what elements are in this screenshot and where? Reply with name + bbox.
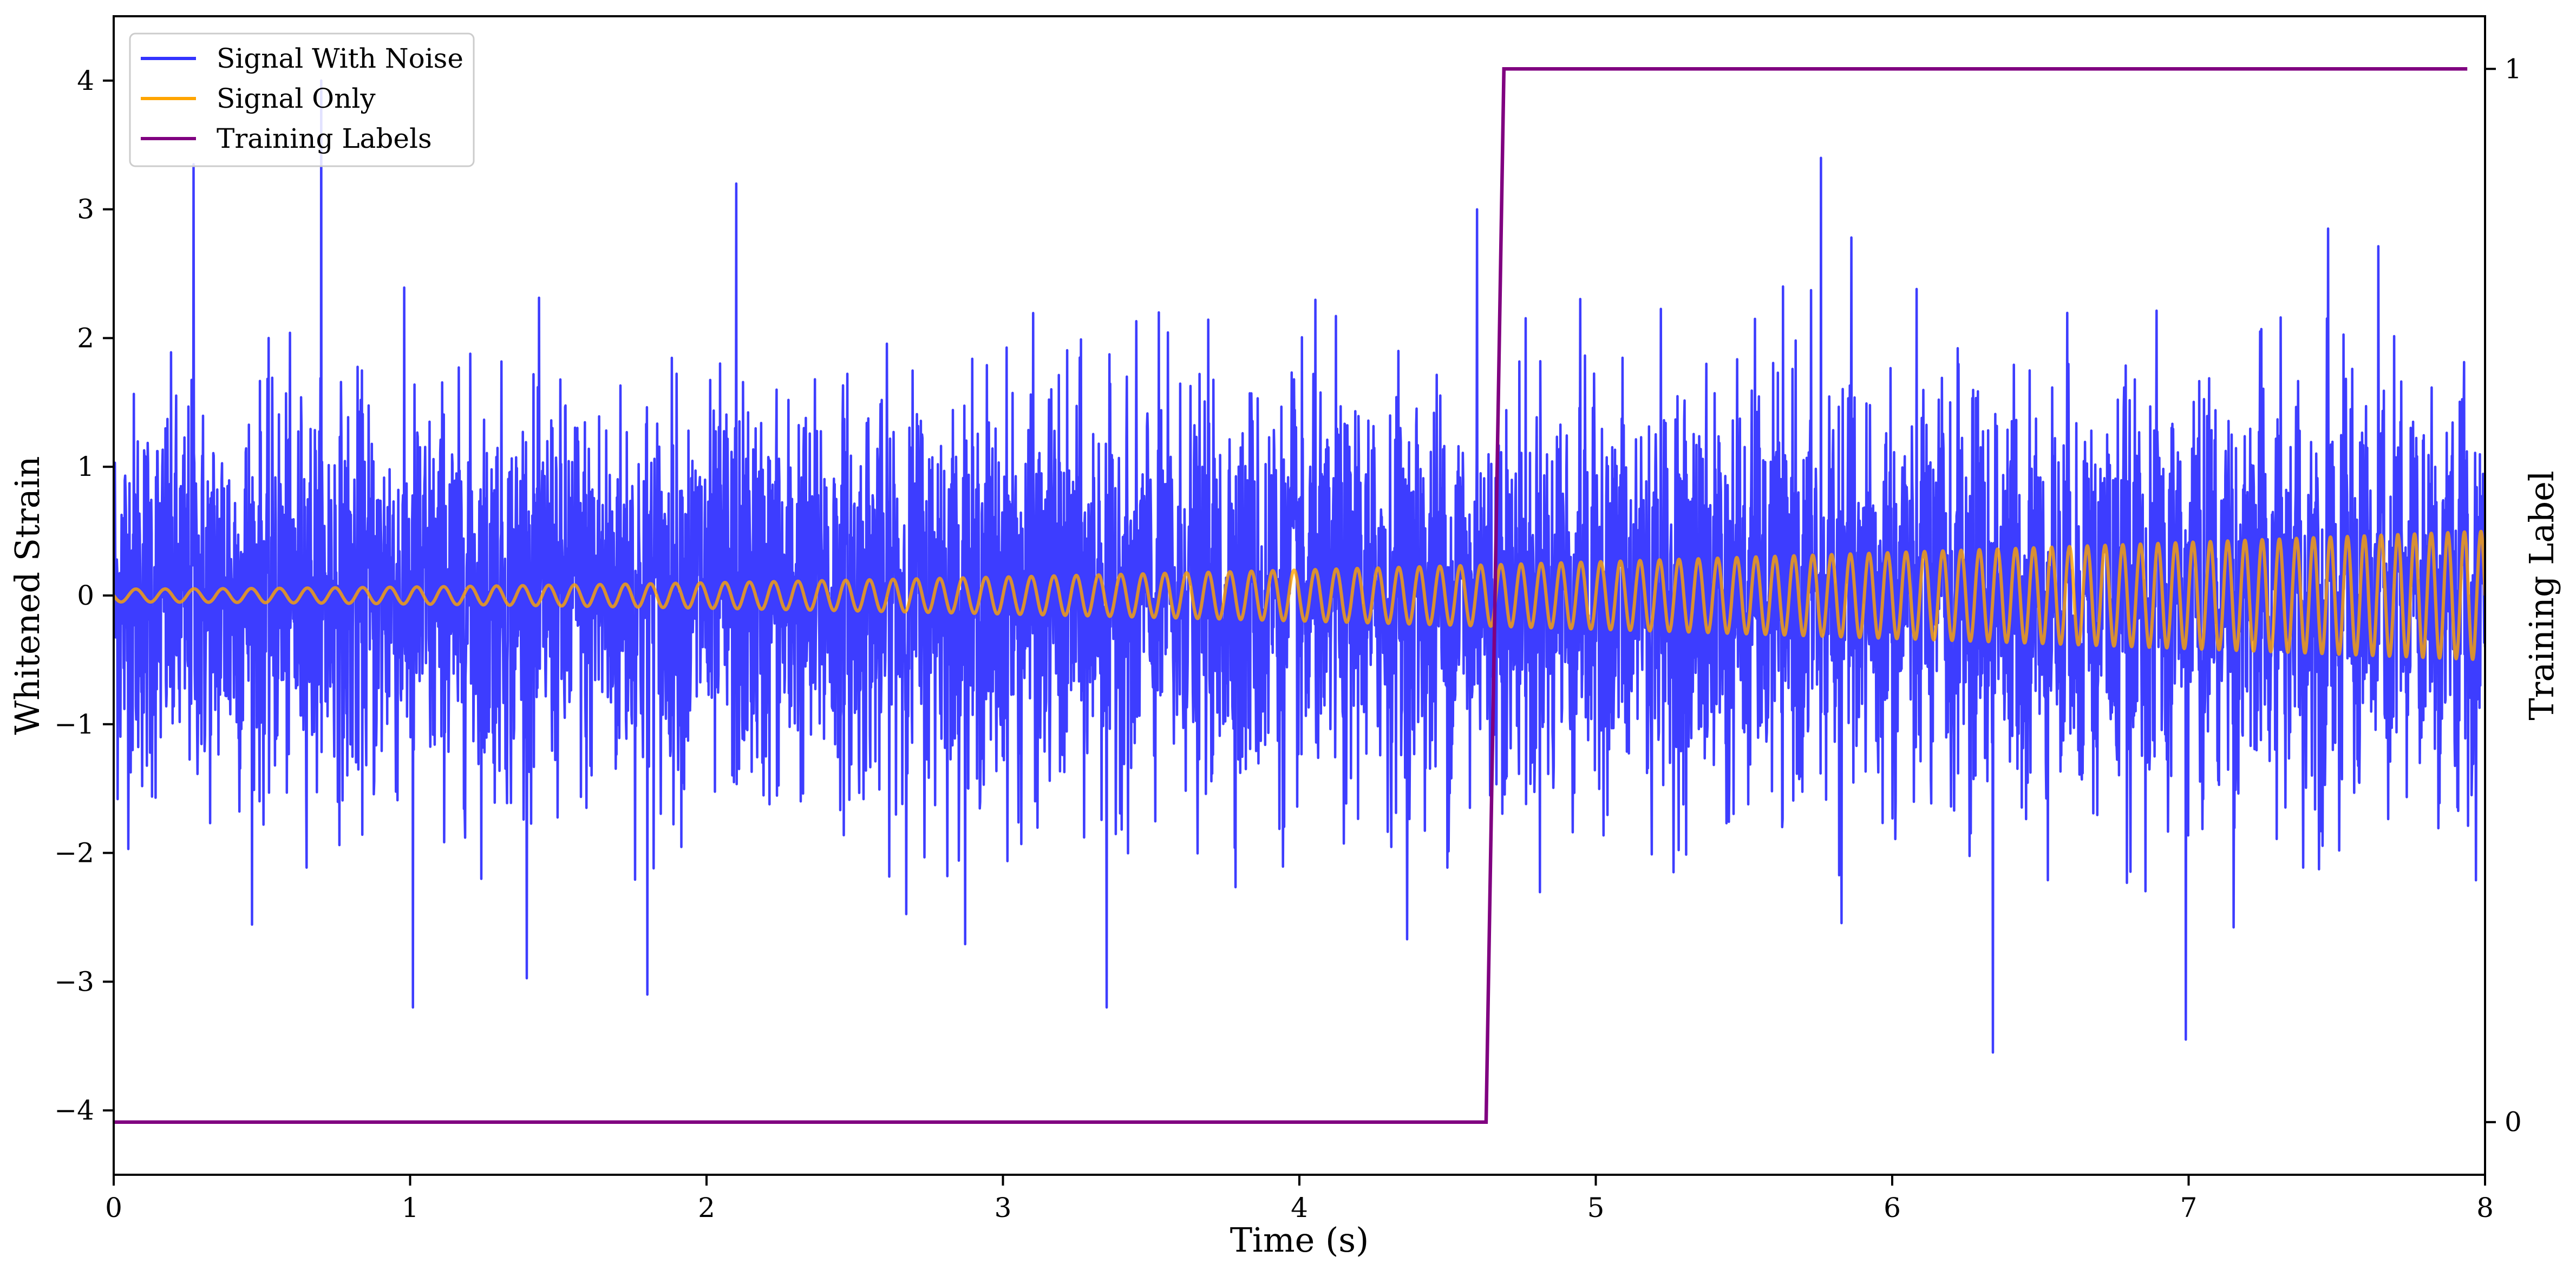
x-tick-label: 7	[2180, 1192, 2198, 1223]
legend-label-training-labels: Training Labels	[217, 123, 432, 154]
y-tick-label-left: 4	[77, 65, 94, 96]
y-tick-label-left: −2	[54, 837, 94, 869]
legend-box	[129, 32, 475, 167]
series-layer	[114, 67, 2485, 1124]
x-tick-label: 5	[1587, 1192, 1605, 1223]
x-tick-label: 1	[402, 1192, 419, 1223]
x-tick-label: 6	[1884, 1192, 1901, 1223]
legend: Signal With Noise Signal Only Training L…	[129, 32, 475, 167]
y-axis-label-right: Training Label	[2522, 470, 2561, 720]
y-tick-label-right: 1	[2505, 53, 2522, 84]
x-axis: 0 1 2 3 4 5 6 7 8	[105, 1175, 2494, 1223]
y-tick-label-left: −4	[54, 1095, 94, 1126]
y-tick-label-left: −1	[54, 709, 94, 740]
x-tick-label: 2	[698, 1192, 715, 1223]
x-axis-label: Time (s)	[1230, 1220, 1369, 1260]
x-tick-label: 3	[995, 1192, 1012, 1223]
legend-label-signal-with-noise: Signal With Noise	[217, 43, 463, 74]
y-tick-label-left: 0	[77, 580, 94, 611]
y-tick-label-left: −3	[54, 966, 94, 997]
x-tick-label: 0	[105, 1192, 122, 1223]
y-axis-right: 01	[2485, 53, 2522, 1138]
x-tick-label: 4	[1291, 1192, 1308, 1223]
y-tick-label-left: 2	[77, 322, 94, 354]
y-tick-label-left: 1	[77, 451, 94, 482]
series-line-training-labels	[114, 67, 2468, 1124]
y-axis-label-left: Whitened Strain	[8, 456, 47, 735]
x-tick-label: 8	[2476, 1192, 2494, 1223]
series-line-signal-only	[114, 529, 2485, 661]
y-tick-label-left: 3	[77, 194, 94, 225]
legend-label-signal-only: Signal Only	[217, 83, 376, 114]
y-tick-label-right: 0	[2505, 1107, 2522, 1138]
y-axis-left: −4 −3 −2 −1 0 1 2 3 4	[54, 65, 114, 1126]
